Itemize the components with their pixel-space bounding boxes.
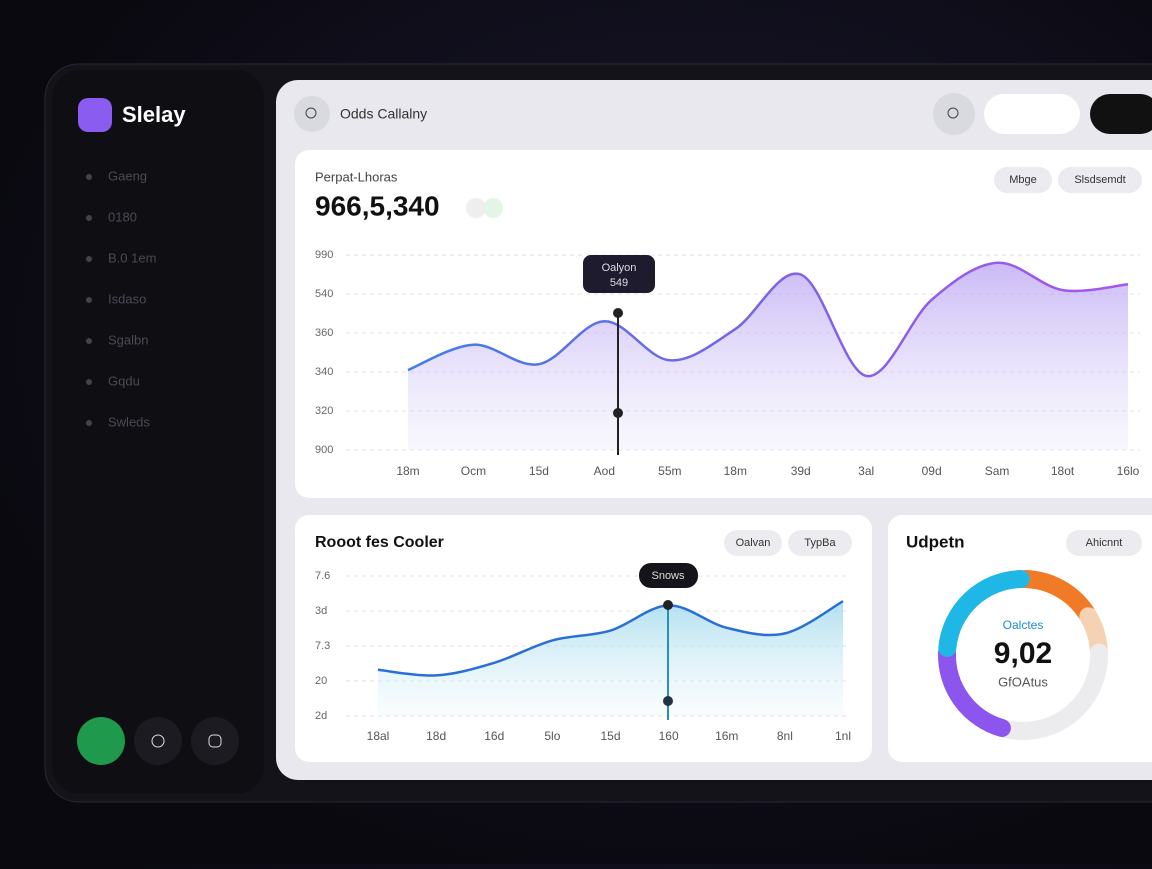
button[interactable]	[77, 717, 125, 765]
nav-item[interactable]: Gaeng	[108, 168, 147, 183]
cursor-dot	[663, 696, 673, 706]
sidebar	[52, 70, 264, 794]
tooltip	[639, 563, 698, 588]
chip-text: Slsdsemdt	[1074, 174, 1125, 186]
x-tick-label: 1nl	[835, 729, 851, 743]
x-tick-label: 39d	[791, 464, 811, 478]
y-tick-label: 20	[315, 675, 327, 687]
x-tick-label: 8nl	[777, 729, 793, 743]
line	[377, 600, 844, 677]
icon	[947, 107, 959, 119]
nav-icon	[86, 174, 92, 180]
tooltip	[583, 255, 655, 293]
x-tick-label: 16m	[715, 729, 738, 743]
nav-item[interactable]: 0180	[108, 209, 137, 224]
x-tick-label: 15d	[600, 729, 620, 743]
nav-icon	[86, 297, 92, 303]
brand: Slelay	[122, 102, 186, 127]
y-tick-label: 540	[315, 288, 333, 300]
search-text: Odds Callalny	[340, 106, 427, 122]
nav-item[interactable]: Isdaso	[108, 291, 146, 306]
x-tick-label: 18d	[426, 729, 446, 743]
chip[interactable]	[1066, 530, 1142, 556]
nav-icon	[86, 256, 92, 262]
tooltip-text: Oalyon	[602, 262, 637, 274]
donut-segment	[938, 643, 1011, 738]
chip[interactable]	[994, 167, 1052, 193]
icon	[305, 107, 317, 119]
cursor-dot	[613, 308, 623, 318]
kpi-label: Perpat-Lhoras	[315, 169, 398, 184]
button[interactable]	[1090, 94, 1152, 134]
button[interactable]	[191, 717, 239, 765]
x-tick-label: 18ot	[1051, 464, 1075, 478]
icon	[208, 734, 222, 748]
logo	[78, 98, 112, 132]
x-tick-label: 18m	[724, 464, 747, 478]
y-tick-label: 3d	[315, 605, 327, 617]
x-tick-label: 09d	[922, 464, 942, 478]
nav-item[interactable]: Swleds	[108, 414, 150, 429]
x-tick-label: 16lo	[1117, 464, 1140, 478]
chip-text: TypBa	[804, 537, 836, 549]
icon	[151, 734, 165, 748]
chip[interactable]	[1058, 167, 1142, 193]
y-tick-label: 2d	[315, 710, 327, 722]
x-tick-label: 18m	[396, 464, 419, 478]
x-tick-label: 55m	[658, 464, 681, 478]
x-tick-label: Ocm	[461, 464, 486, 478]
y-tick-label: 7.3	[315, 640, 330, 652]
x-tick-label: 3al	[858, 464, 874, 478]
card-title: Udpetn	[906, 532, 965, 551]
button[interactable]	[933, 93, 975, 135]
cursor-dot	[613, 408, 623, 418]
donut-segment	[938, 570, 1030, 657]
x-tick-label: 5lo	[544, 729, 560, 743]
donut-value: 9,02	[994, 637, 1052, 670]
chip-text: Ahicnnt	[1086, 537, 1123, 549]
y-tick-label: 320	[315, 405, 333, 417]
card-title: Rooot fes Cooler	[315, 534, 444, 551]
donut-segment	[1079, 607, 1108, 657]
tooltip-text: Snows	[651, 570, 685, 582]
y-tick-label: 340	[315, 366, 333, 378]
donut-segment	[997, 643, 1108, 740]
area	[408, 262, 1128, 450]
nav-icon	[86, 215, 92, 221]
x-tick-label: 16d	[484, 729, 504, 743]
y-tick-label: 7.6	[315, 570, 330, 582]
chip-text: Oalvan	[736, 537, 771, 549]
donut-label: Oalctes	[1003, 618, 1044, 632]
x-tick-label: 160	[659, 729, 679, 743]
y-tick-label: 900	[315, 444, 333, 456]
nav-item[interactable]: Gqdu	[108, 373, 140, 388]
chip-text: Mbge	[1009, 174, 1037, 186]
button[interactable]	[134, 717, 182, 765]
donut-segment	[1016, 570, 1095, 622]
x-tick-label: Sam	[985, 464, 1010, 478]
tooltip-text: 549	[610, 277, 628, 289]
line	[407, 261, 1129, 378]
donut-sublabel: GfOAtus	[998, 674, 1048, 689]
badge	[483, 198, 503, 218]
y-tick-label: 360	[315, 327, 333, 339]
nav-item[interactable]: B.0 1em	[108, 250, 156, 265]
nav-icon	[86, 379, 92, 385]
x-tick-label: 18al	[367, 729, 390, 743]
y-tick-label: 990	[315, 249, 333, 261]
x-tick-label: 15d	[529, 464, 549, 478]
button[interactable]	[984, 94, 1080, 134]
area	[378, 601, 843, 716]
nav-item[interactable]: Sgalbn	[108, 332, 148, 347]
search-button[interactable]	[294, 96, 330, 132]
nav-icon	[86, 338, 92, 344]
cursor-dot	[663, 600, 673, 610]
badge	[466, 198, 486, 218]
chip[interactable]	[724, 530, 782, 556]
x-tick-label: Aod	[594, 464, 615, 478]
nav-icon	[86, 420, 92, 426]
chip[interactable]	[788, 530, 852, 556]
kpi-value: 966,5,340	[315, 190, 440, 221]
